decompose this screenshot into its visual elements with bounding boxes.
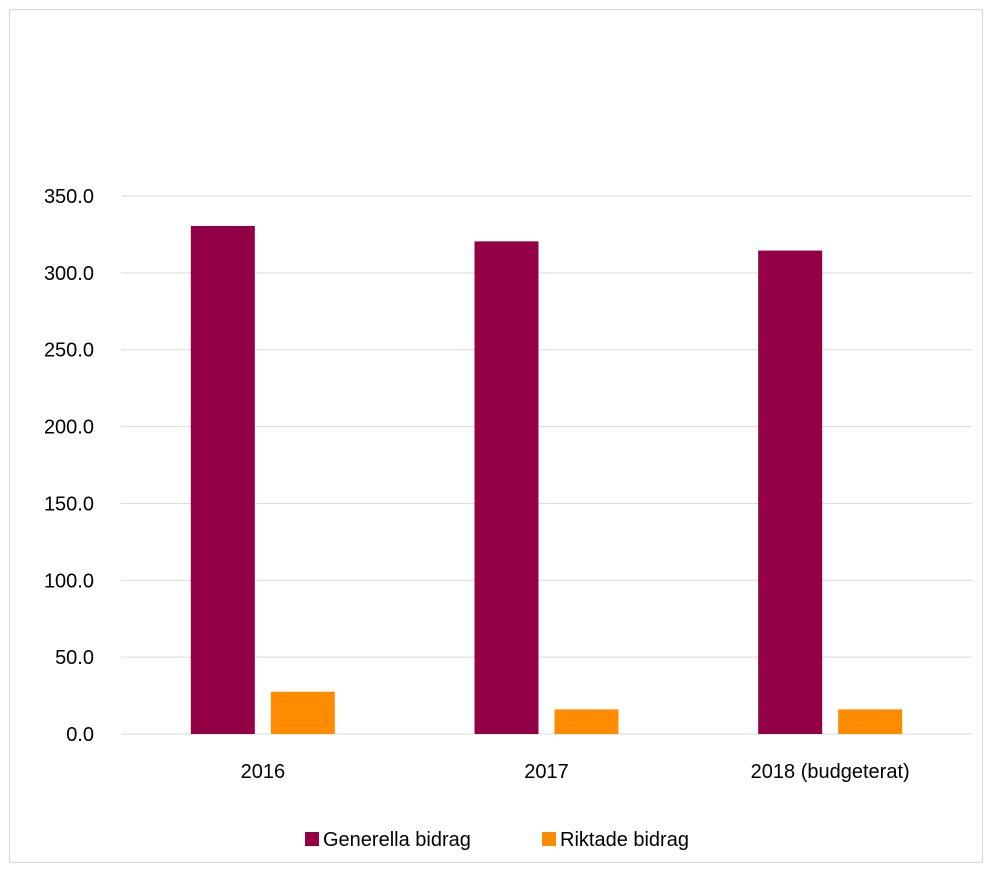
legend-swatch-generella-bidrag [305, 832, 319, 846]
x-category-label: 2018 (budgeterat) [751, 761, 910, 783]
y-tick-label: 300.0 [44, 263, 94, 285]
y-tick-label: 0.0 [66, 724, 94, 746]
x-axis-labels: 2016 2017 2018 (budgeterat) [241, 761, 910, 783]
bars [190, 225, 903, 735]
y-tick-label: 150.0 [44, 493, 94, 515]
bar-generella-bidrag [758, 250, 823, 734]
legend-label: Riktade bidrag [560, 829, 689, 851]
y-tick-label: 50.0 [55, 647, 94, 669]
y-tick-label: 350.0 [44, 186, 94, 208]
legend-label: Generella bidrag [323, 829, 471, 851]
bar-generella-bidrag [474, 241, 539, 735]
gridlines [121, 195, 972, 735]
bar-riktade-bidrag [554, 709, 619, 734]
y-tick-label: 200.0 [44, 417, 94, 439]
bar-riktade-bidrag [838, 709, 903, 734]
legend-swatch-riktade-bidrag [542, 832, 556, 846]
bar-riktade-bidrag [270, 691, 335, 734]
y-tick-label: 250.0 [44, 340, 94, 362]
x-category-label: 2016 [241, 761, 286, 783]
x-category-label: 2017 [524, 761, 569, 783]
legend: Generella bidrag Riktade bidrag [305, 829, 689, 851]
bar-generella-bidrag [190, 225, 255, 734]
y-tick-label: 100.0 [44, 570, 94, 592]
y-axis-labels: 0.0 50.0 100.0 150.0 200.0 250.0 300.0 350.0 [44, 186, 94, 746]
